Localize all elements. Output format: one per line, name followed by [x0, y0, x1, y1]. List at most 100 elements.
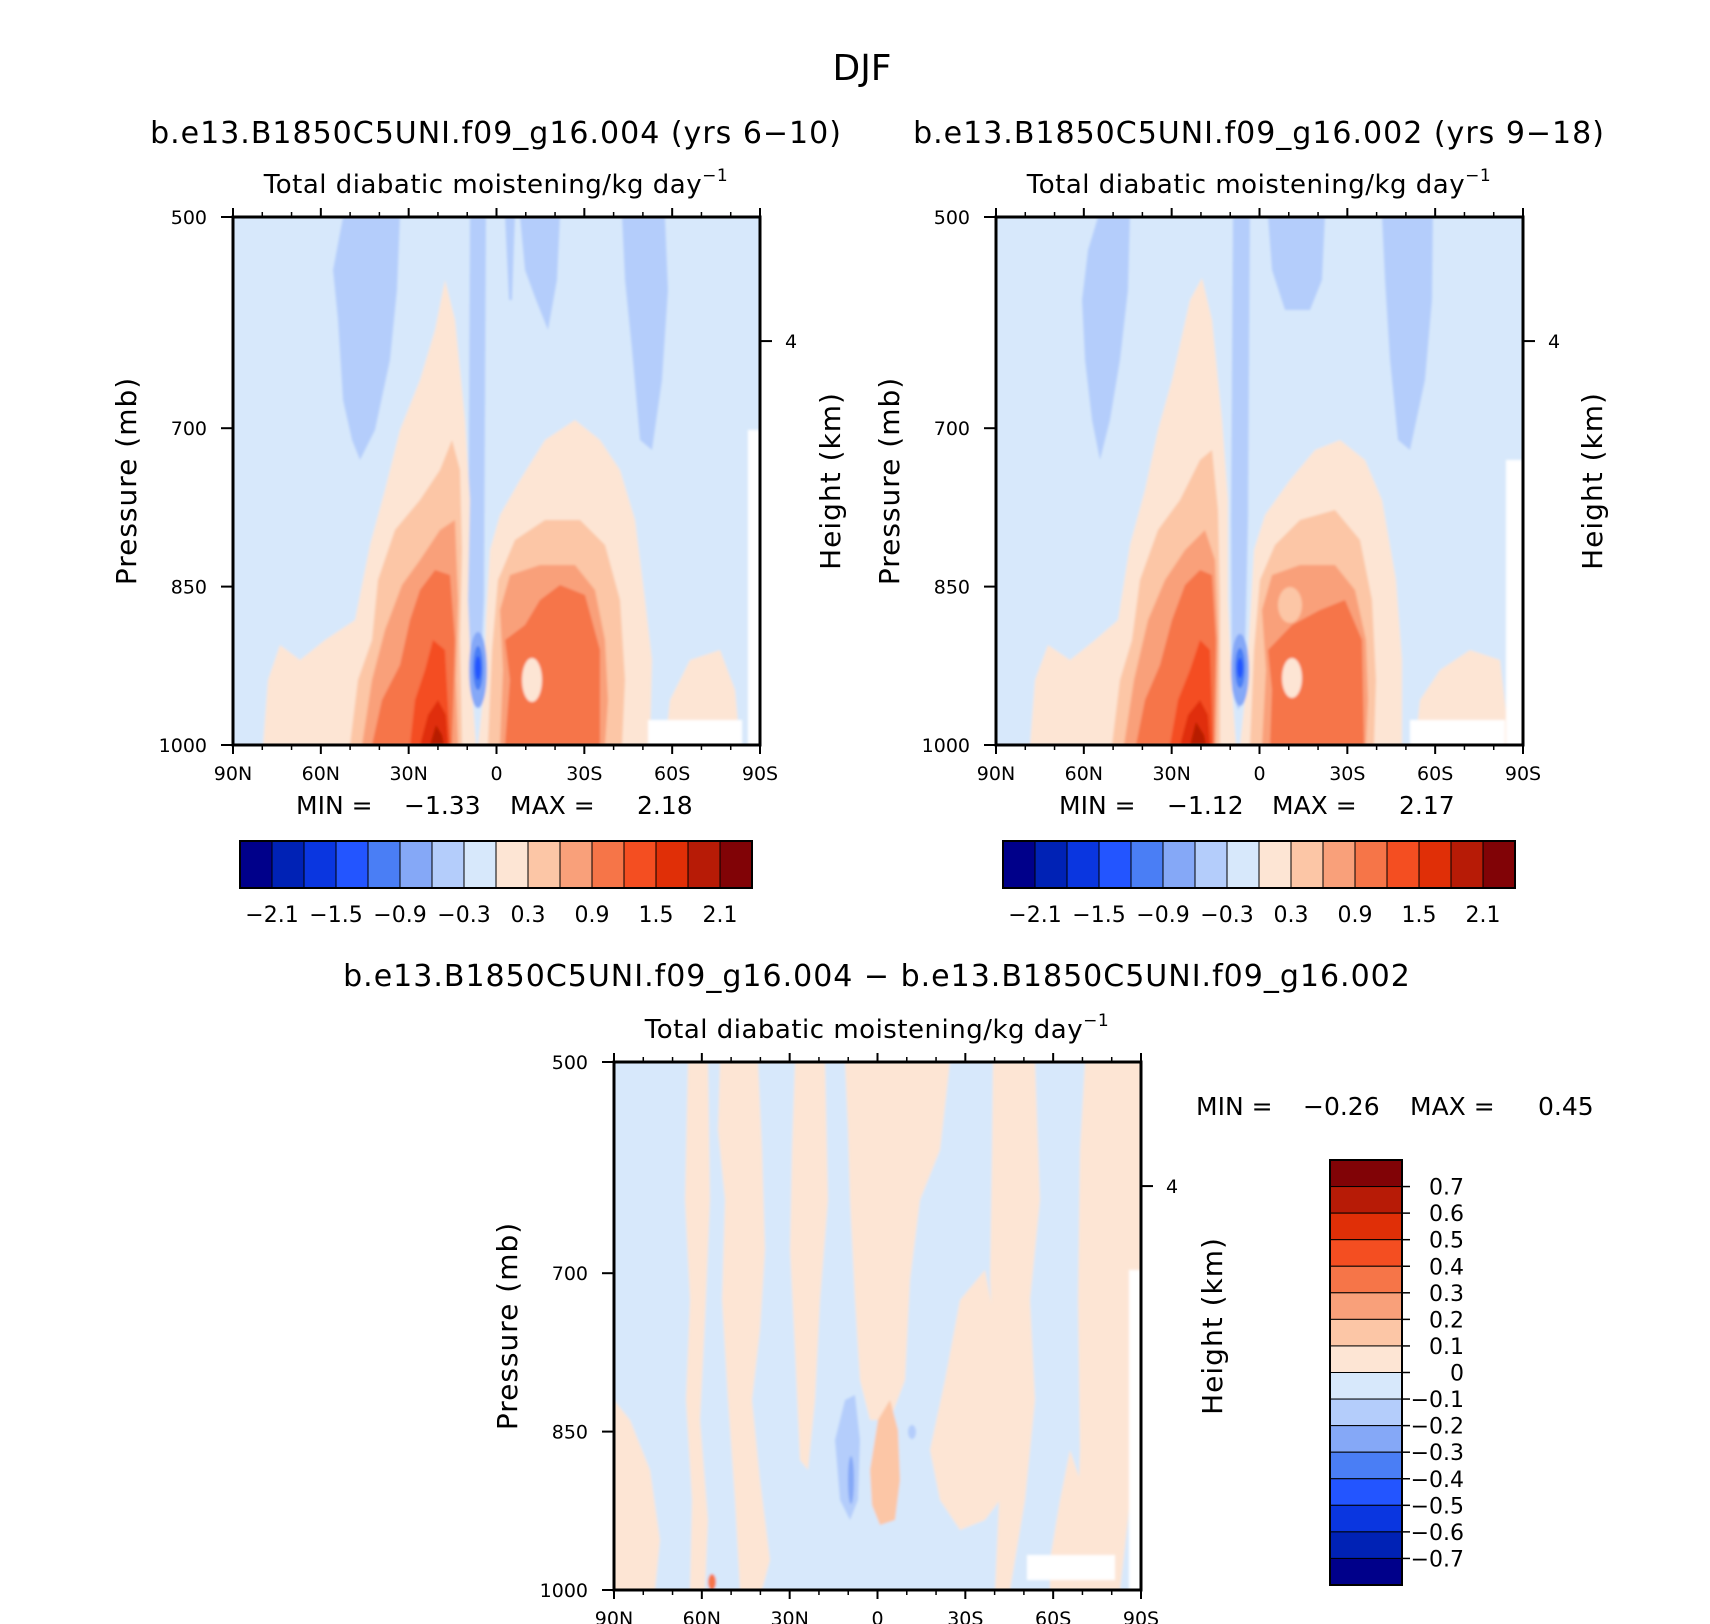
x-tick-label: 30N: [389, 763, 427, 785]
colorbar-swatch: [719, 840, 753, 889]
x-tick-label: 90N: [977, 763, 1015, 785]
band-neg-0.3-0.9-b: [520, 217, 560, 330]
x-tick-label: 90S: [1123, 1608, 1159, 1624]
colorbar-swatch: [495, 840, 529, 889]
band-neg-0.3-0.9-c: [622, 217, 668, 450]
colorbar-swatch: [1329, 1398, 1403, 1427]
missing-data-strip: [748, 430, 760, 745]
y-right-tick-label: 4: [1548, 331, 1560, 353]
x-tick-label: 0: [490, 763, 502, 785]
band-neg-0.3-0.9-a: [1082, 217, 1130, 460]
band-max-north: [1190, 722, 1206, 745]
band-0-0.1-c: [790, 1062, 828, 1470]
min-value: −0.26: [1303, 1092, 1380, 1121]
colorbar-swatch: [1329, 1425, 1403, 1453]
band-neg0.2-0.3-cell: [848, 1456, 854, 1504]
colorbar-label: −1.5: [1072, 903, 1125, 928]
colorbar-swatch: [239, 840, 273, 889]
max-value: 2.17: [1399, 791, 1455, 820]
y-axis-label-right: Height (km): [814, 392, 847, 570]
band-neg-0.3-0.9-d: [1231, 217, 1250, 710]
x-tick-label: 30S: [947, 1608, 983, 1624]
colorbar-swatch: [1329, 1159, 1403, 1188]
colorbar-swatch: [1329, 1478, 1403, 1506]
colorbar-swatch: [335, 840, 369, 889]
colorbar-label: −0.7: [1411, 1547, 1464, 1572]
colorbar-label: −2.1: [245, 903, 298, 928]
band-neg-2.1-2.7: [1237, 658, 1243, 678]
colorbar-label: −0.9: [373, 903, 426, 928]
max-label: MAX =: [1272, 791, 1357, 820]
band-2.1-2.7-south: [1268, 600, 1364, 745]
colorbar-label: −0.3: [1200, 903, 1253, 928]
axes: 90N 60N 30N 0 30S 60S 90S 500 700 850 1000 4: [540, 1052, 1178, 1624]
contour-fill-layers: [614, 1062, 1141, 1590]
colorbar-swatch: [1418, 840, 1452, 889]
x-tick-label: 30N: [1152, 763, 1190, 785]
x-tick-label: 60S: [654, 763, 690, 785]
x-tick-label: 60N: [683, 1608, 721, 1624]
colorbar-label: 0.9: [575, 903, 610, 928]
panel-ensemble-002: b.e13.B1850C5UNI.f09_g16.002 (yrs 9−18) …: [873, 116, 1609, 928]
colorbar-label: 0.3: [1274, 903, 1309, 928]
colorbar-swatch: [1130, 840, 1164, 889]
colorbar-swatch: [1290, 840, 1324, 889]
colorbar-frame: [239, 840, 753, 889]
band-0.1-0.2-cell: [870, 1400, 900, 1525]
band-neg-0.3-0.9-e: [505, 217, 515, 300]
panel-difference: b.e13.B1850C5UNI.f09_g16.004 − b.e13.B18…: [343, 959, 1594, 1624]
colorbar-swatch: [367, 840, 401, 889]
colorbar-swatch: [399, 840, 433, 889]
y-axis-label: Pressure (mb): [491, 1222, 524, 1430]
y-tick-label: 700: [934, 418, 970, 440]
plot-subtitle: Total diabatic moistening/kg day−1: [644, 1011, 1109, 1045]
colorbar-label: −1.5: [309, 903, 362, 928]
x-tick-label: 60S: [1417, 763, 1453, 785]
band-2.1-2.7-south: [505, 585, 600, 745]
x-tick-label: 30S: [566, 763, 602, 785]
y-tick-label: 1000: [159, 735, 207, 757]
colorbar-swatch: [1329, 1265, 1403, 1294]
colorbar-swatch: [1002, 840, 1036, 889]
colorbar-label: 1.5: [1402, 903, 1437, 928]
colorbar-label: −0.6: [1411, 1521, 1464, 1546]
colorbar-label: 2.1: [703, 903, 738, 928]
band-0-0.1-b: [718, 1062, 770, 1590]
colorbar-label: −2.1: [1008, 903, 1061, 928]
min-label: MIN =: [1196, 1092, 1273, 1121]
y-tick-label: 500: [552, 1052, 588, 1074]
y-tick-label: 1000: [540, 1580, 588, 1602]
missing-data-strip: [1506, 460, 1523, 745]
colorbar-swatch: [1034, 840, 1068, 889]
colorbar-label: 2.1: [1466, 903, 1501, 928]
contour-fill-layers: [996, 217, 1523, 745]
x-tick-label: 90S: [742, 763, 778, 785]
colorbar-label: 0.1: [1429, 1335, 1464, 1360]
x-tick-label: 30N: [770, 1608, 808, 1624]
min-value: −1.33: [404, 791, 481, 820]
min-label: MIN =: [296, 791, 373, 820]
colorbar-swatch: [687, 840, 721, 889]
band-0.9-1.5-pocket: [522, 658, 542, 702]
colorbar-label: 0: [1450, 1362, 1464, 1387]
contour-fill-layers: [233, 217, 760, 745]
colorbar-label: −0.5: [1411, 1494, 1464, 1519]
y-tick-label: 850: [934, 577, 970, 599]
max-value: 2.18: [637, 791, 693, 820]
colorbar-swatch: [1329, 1292, 1403, 1320]
x-tick-label: 0: [1253, 763, 1265, 785]
colorbar-swatch: [1258, 840, 1292, 889]
colorbar: 0.70.60.50.40.30.20.10−0.1−0.2−0.3−0.4−0…: [1329, 1159, 1464, 1586]
y-axis-label-right: Height (km): [1196, 1237, 1229, 1415]
contour-field: [614, 1062, 1141, 1590]
colorbar-swatch: [1329, 1451, 1403, 1480]
colorbar-label: 0.5: [1429, 1229, 1464, 1254]
max-label: MAX =: [1410, 1092, 1495, 1121]
colorbar-swatch: [1162, 840, 1196, 889]
colorbar-swatch: [1329, 1557, 1403, 1586]
y-axis-label-right: Height (km): [1576, 392, 1609, 570]
colorbar-swatch: [431, 840, 465, 889]
colorbar-swatch: [1066, 840, 1100, 889]
band-0-0.1-a: [685, 1062, 710, 1590]
